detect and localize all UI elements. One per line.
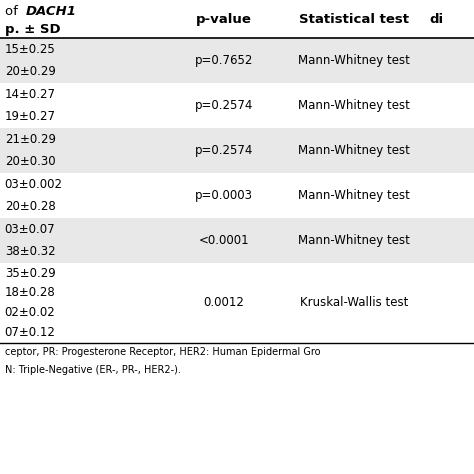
Text: p=0.2574: p=0.2574 (195, 144, 253, 157)
Text: ceptor, PR: Progesterone Receptor, HER2: Human Epidermal Gro: ceptor, PR: Progesterone Receptor, HER2:… (5, 346, 320, 357)
Text: 38±0.32: 38±0.32 (5, 246, 55, 258)
Text: 20±0.29: 20±0.29 (5, 65, 55, 78)
Text: di: di (429, 13, 443, 27)
Text: 20±0.30: 20±0.30 (5, 155, 55, 168)
Text: 15±0.25: 15±0.25 (5, 43, 55, 55)
Text: p. ± SD: p. ± SD (5, 23, 60, 36)
Text: Mann-Whitney test: Mann-Whitney test (298, 144, 410, 157)
Text: 19±0.27: 19±0.27 (5, 110, 56, 123)
Text: 02±0.02: 02±0.02 (5, 306, 55, 319)
Text: 0.0012: 0.0012 (203, 296, 245, 310)
Text: 20±0.28: 20±0.28 (5, 201, 55, 213)
Text: Mann-Whitney test: Mann-Whitney test (298, 234, 410, 247)
Bar (0, 218, 474, 263)
Text: Kruskal-Wallis test: Kruskal-Wallis test (300, 296, 409, 310)
Text: p=0.2574: p=0.2574 (195, 99, 253, 112)
Text: 03±0.002: 03±0.002 (5, 178, 63, 191)
Text: Mann-Whitney test: Mann-Whitney test (298, 189, 410, 202)
Text: N: Triple-Negative (ER-, PR-, HER2-).: N: Triple-Negative (ER-, PR-, HER2-). (5, 365, 181, 375)
Text: 03±0.07: 03±0.07 (5, 223, 55, 236)
Bar (0, 83, 474, 128)
Text: p-value: p-value (196, 13, 252, 27)
Text: 14±0.27: 14±0.27 (5, 88, 56, 100)
Text: 07±0.12: 07±0.12 (5, 326, 55, 339)
Bar (0, 173, 474, 218)
Text: 21±0.29: 21±0.29 (5, 133, 56, 146)
Text: Mann-Whitney test: Mann-Whitney test (298, 54, 410, 67)
Text: DACH1: DACH1 (26, 5, 77, 18)
Text: 18±0.28: 18±0.28 (5, 286, 55, 300)
Text: Mann-Whitney test: Mann-Whitney test (298, 99, 410, 112)
Text: 35±0.29: 35±0.29 (5, 266, 55, 280)
Text: p=0.0003: p=0.0003 (195, 189, 253, 202)
Bar (0, 263, 474, 343)
Text: <0.0001: <0.0001 (199, 234, 249, 247)
Text: of: of (5, 5, 22, 18)
Text: p=0.7652: p=0.7652 (195, 54, 253, 67)
Bar (0, 38, 474, 83)
Bar (0, 128, 474, 173)
Text: Statistical test: Statistical test (299, 13, 410, 27)
